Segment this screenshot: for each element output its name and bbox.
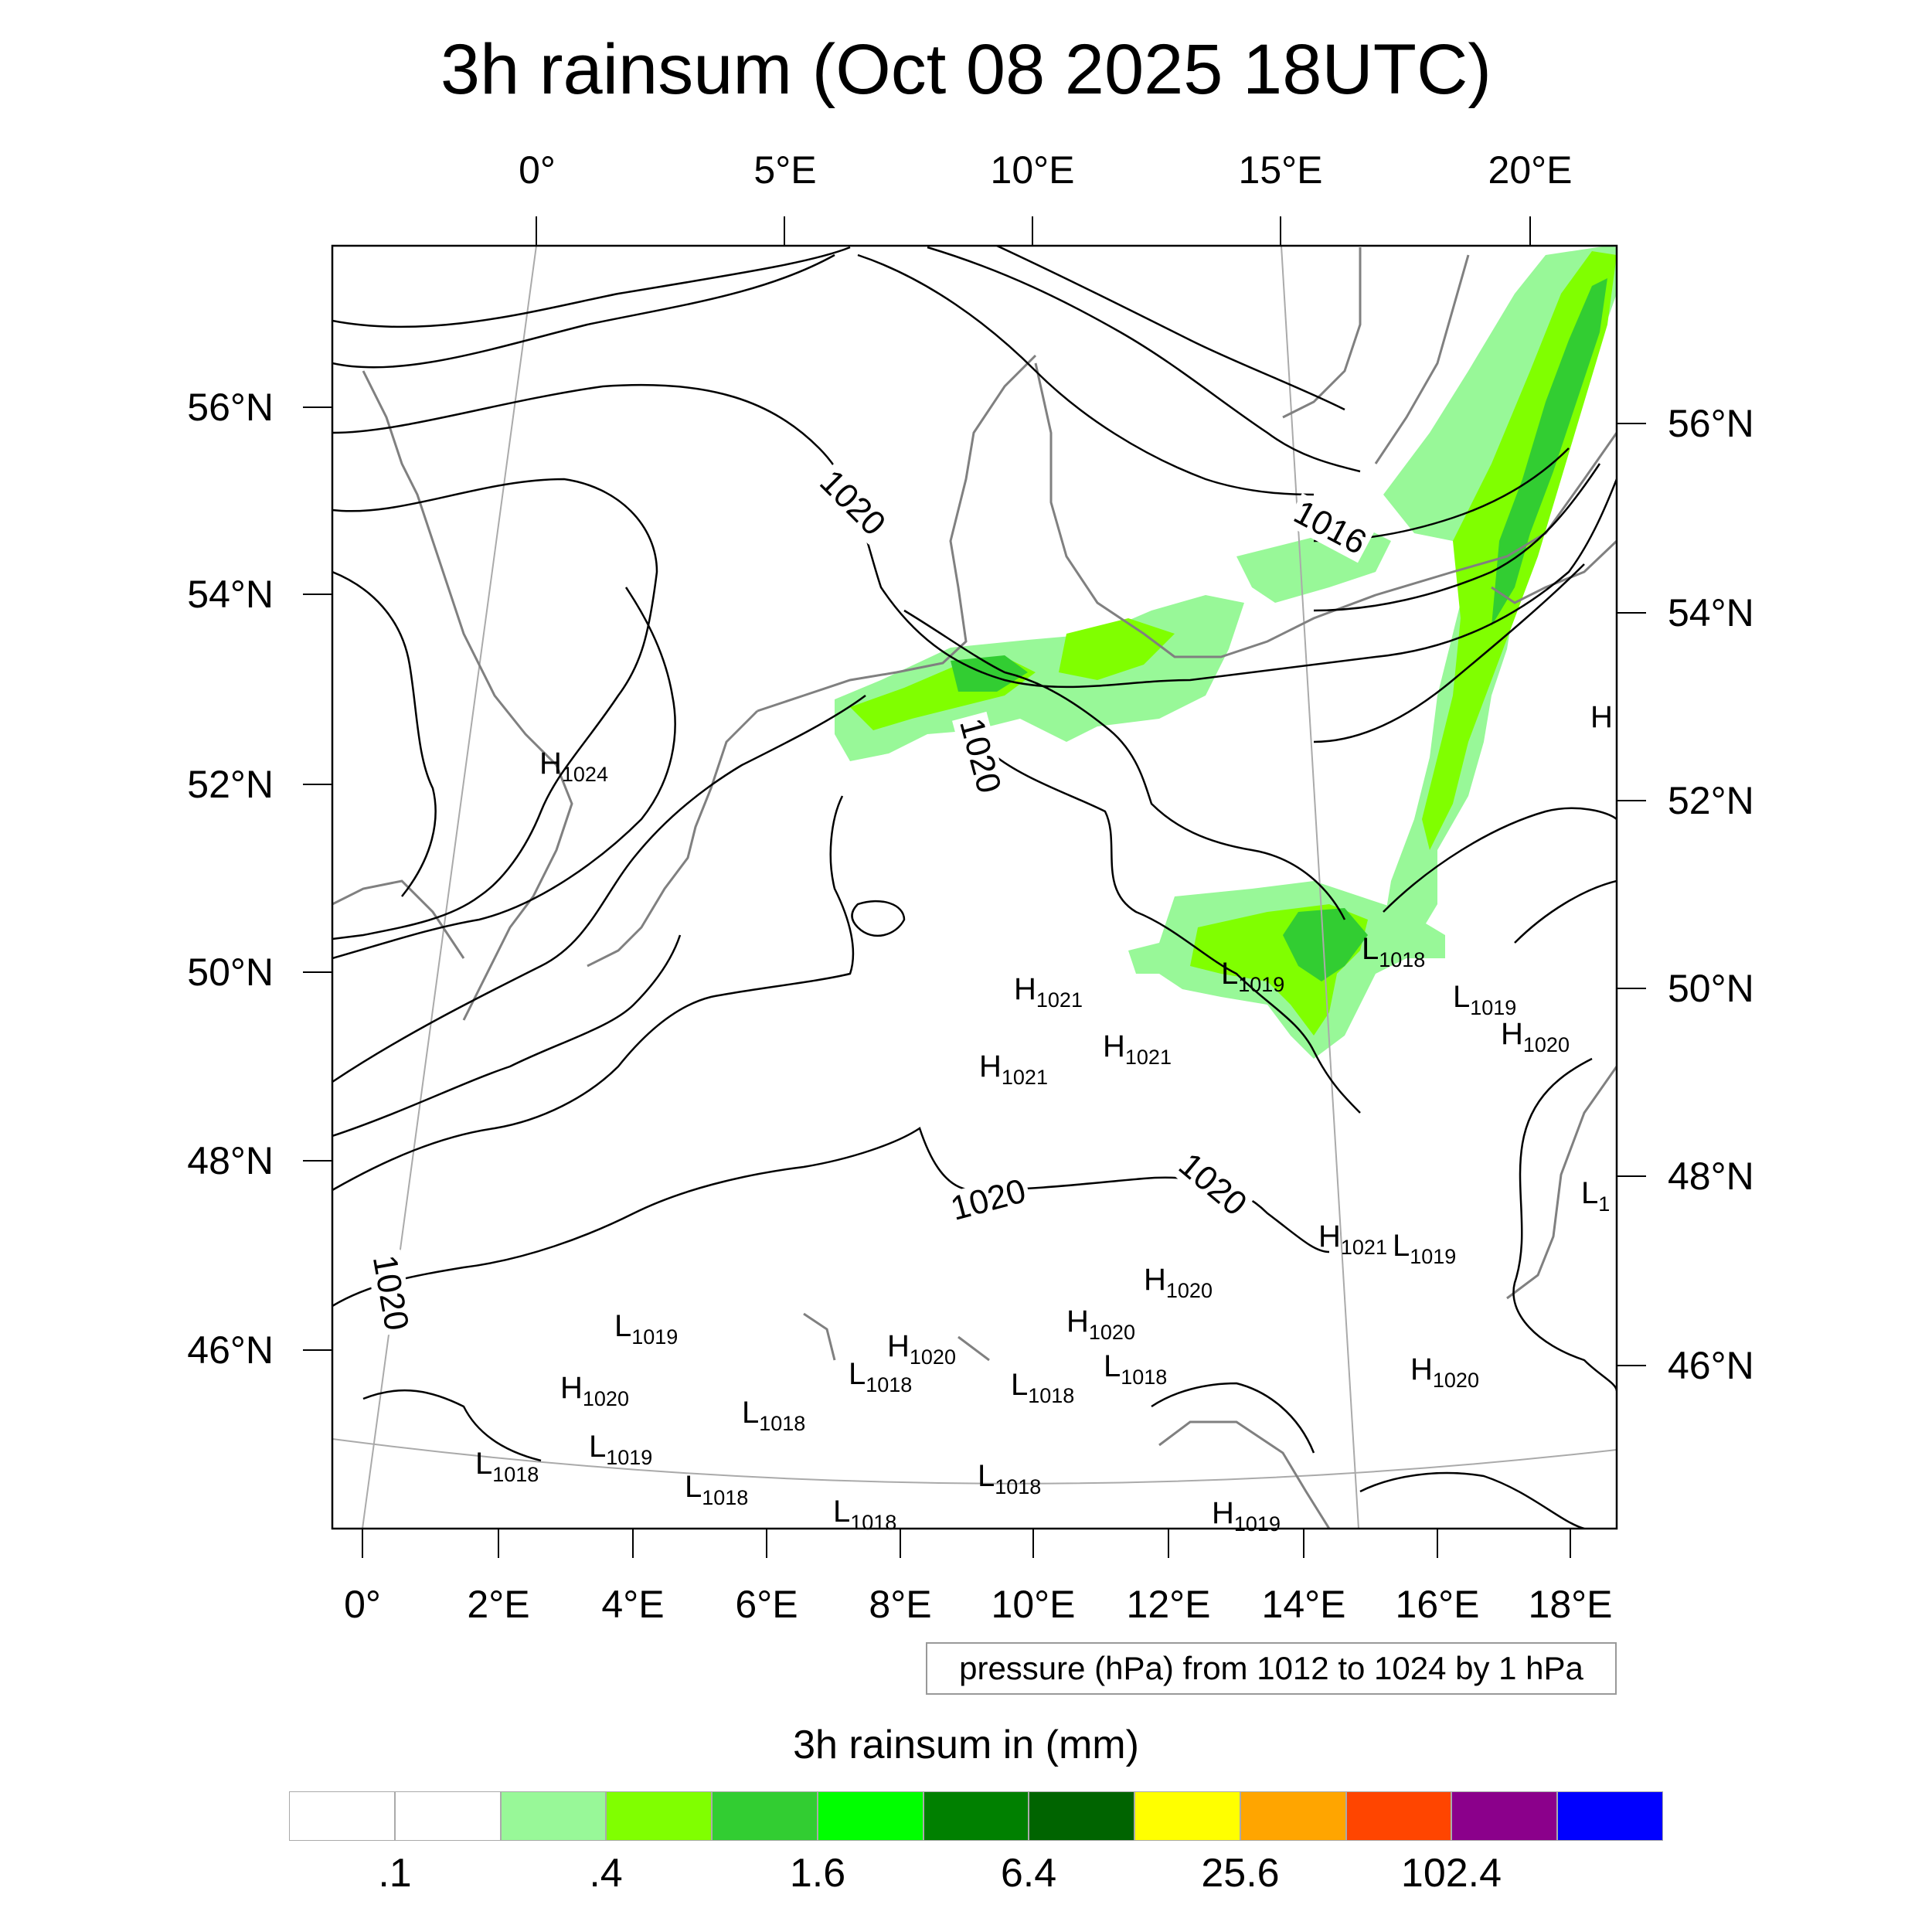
colorbar-swatch <box>500 1791 607 1841</box>
right-tick-label: 54°N <box>1668 591 1754 634</box>
pressure-center: H <box>1590 700 1613 734</box>
right-tick-label: 48°N <box>1668 1155 1754 1198</box>
bottom-tick-label: 2°E <box>467 1583 530 1626</box>
right-tick-label: 50°N <box>1668 967 1754 1010</box>
right-tick-label: 52°N <box>1668 779 1754 822</box>
top-tick-label: 20°E <box>1488 148 1573 192</box>
bottom-tick-label: 6°E <box>735 1583 798 1626</box>
pressure-center: H1020 <box>1410 1352 1479 1392</box>
pressure-center: L1018 <box>1011 1368 1075 1407</box>
right-tick-label: 56°N <box>1668 402 1754 445</box>
left-tick-label: 48°N <box>187 1139 274 1182</box>
tick-marks <box>303 216 1646 1558</box>
colorbar-swatch <box>1557 1791 1663 1841</box>
coastline <box>332 247 1617 1529</box>
pressure-center: L1019 <box>589 1430 653 1469</box>
pressure-center: H1024 <box>539 747 608 786</box>
colorbar-swatch <box>923 1791 1029 1841</box>
pressure-center: H1020 <box>1066 1304 1135 1344</box>
right-tick-label: 46°N <box>1668 1344 1754 1387</box>
pressure-center: H1020 <box>1144 1263 1213 1302</box>
left-tick-label: 56°N <box>187 386 274 429</box>
pressure-center: H1021 <box>979 1049 1048 1089</box>
colorbar-label: 1.6 <box>789 1851 846 1896</box>
pressure-center: H1021 <box>1014 972 1083 1012</box>
pressure-center: L1019 <box>614 1309 679 1349</box>
bottom-tick-label: 16°E <box>1395 1583 1480 1626</box>
pressure-center: H1020 <box>887 1329 956 1369</box>
rain-area-light <box>835 595 1244 761</box>
pressure-center: H1021 <box>1103 1029 1172 1069</box>
pressure-center: L1018 <box>978 1459 1042 1498</box>
left-tick-label: 52°N <box>187 763 274 806</box>
pressure-center: H1020 <box>560 1371 629 1410</box>
pressure-center: L1019 <box>1221 957 1285 996</box>
colorbar <box>289 1791 1663 1841</box>
colorbar-swatch <box>1240 1791 1346 1841</box>
pressure-center: L1019 <box>1393 1229 1457 1268</box>
rain-shading <box>835 246 1617 1059</box>
bottom-tick-label: 4°E <box>601 1583 665 1626</box>
top-tick-label: 10°E <box>990 148 1075 192</box>
colorbar-label: 25.6 <box>1201 1851 1280 1896</box>
top-tick-label: 0° <box>519 148 556 192</box>
top-tick-label: 15°E <box>1238 148 1323 192</box>
pressure-center: L1018 <box>685 1470 749 1509</box>
pressure-center: L1018 <box>742 1396 806 1435</box>
left-tick-label: 54°N <box>187 573 274 616</box>
bottom-tick-label: 8°E <box>869 1583 932 1626</box>
bottom-tick-label: 10°E <box>991 1583 1076 1626</box>
rain-area-dark <box>1283 908 1368 981</box>
map-frame <box>331 244 1618 1530</box>
rain-area-dark <box>951 655 1028 692</box>
left-tick-label: 50°N <box>187 951 274 994</box>
pressure-center: L1019 <box>1453 980 1517 1019</box>
left-tick-label: 46°N <box>187 1328 274 1372</box>
colorbar-swatch <box>606 1791 713 1841</box>
colorbar-swatch <box>712 1791 818 1841</box>
pressure-center: H1020 <box>1501 1017 1570 1056</box>
colorbar-label: 6.4 <box>1000 1851 1057 1896</box>
contour-info-box: pressure (hPa) from 1012 to 1024 by 1 hP… <box>926 1642 1617 1695</box>
pressure-center: L1018 <box>1104 1349 1168 1389</box>
rain-area-dark <box>1492 278 1607 626</box>
pressure-center: L1018 <box>475 1447 539 1486</box>
colorbar-swatch <box>1029 1791 1135 1841</box>
bottom-tick-label: 14°E <box>1261 1583 1346 1626</box>
colorbar-swatch <box>1451 1791 1558 1841</box>
pressure-center: H1021 <box>1318 1219 1387 1259</box>
bottom-tick-label: 0° <box>344 1583 381 1626</box>
colorbar-title: 3h rainsum in (mm) <box>793 1723 1139 1767</box>
colorbar-label: .4 <box>589 1851 623 1896</box>
pressure-center: L1 <box>1581 1176 1611 1216</box>
colorbar-swatch <box>1134 1791 1240 1841</box>
map-title: 3h rainsum (Oct 08 2025 18UTC) <box>440 30 1492 109</box>
pressure-center: L1018 <box>833 1495 897 1534</box>
top-tick-label: 5°E <box>753 148 817 192</box>
pressure-center: H1019 <box>1212 1496 1281 1536</box>
pressure-center: L1018 <box>1362 932 1426 971</box>
pressure-center: L1018 <box>849 1357 913 1396</box>
bottom-tick-label: 12°E <box>1126 1583 1211 1626</box>
colorbar-swatch <box>394 1791 501 1841</box>
colorbar-swatch <box>817 1791 923 1841</box>
colorbar-label: .1 <box>378 1851 412 1896</box>
bottom-tick-label: 18°E <box>1528 1583 1613 1626</box>
colorbar-swatch <box>1345 1791 1452 1841</box>
colorbar-label: 102.4 <box>1400 1851 1502 1896</box>
colorbar-swatch <box>289 1791 395 1841</box>
